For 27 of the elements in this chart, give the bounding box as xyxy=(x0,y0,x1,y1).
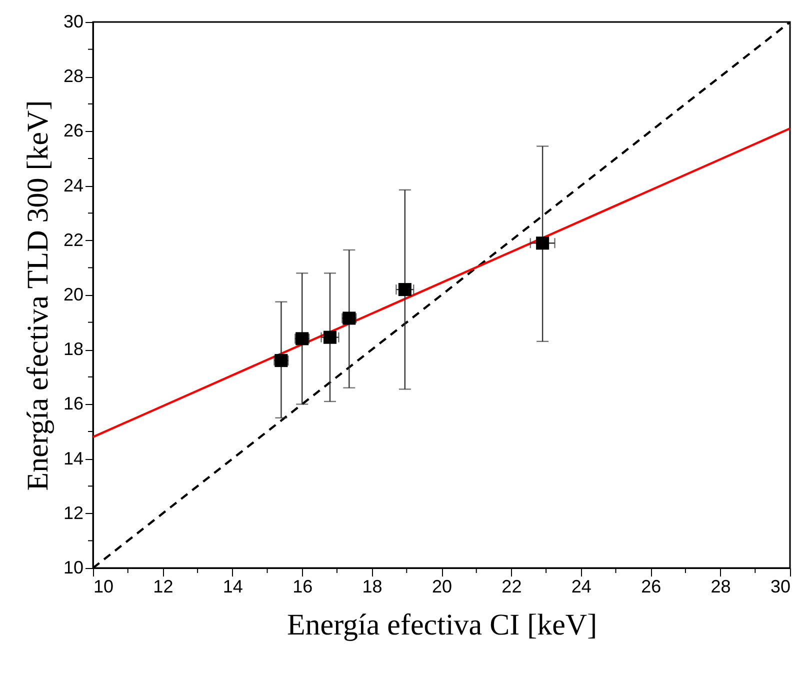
y-tick-label: 10 xyxy=(63,558,84,578)
point xyxy=(398,283,412,296)
y-axis-title: Energía efectiva TLD 300 [keV] xyxy=(21,100,54,491)
point xyxy=(323,330,336,344)
y-tick-label: 24 xyxy=(63,175,84,196)
x-tick-label: 18 xyxy=(362,576,382,596)
x-tick-label: 14 xyxy=(222,576,243,596)
x-tick-label: 10 xyxy=(94,576,114,596)
y-tick-label: 16 xyxy=(63,394,84,414)
x-tick-label: 24 xyxy=(571,576,592,596)
x-tick-label: 12 xyxy=(153,576,174,596)
y-tick-label: 12 xyxy=(63,502,84,523)
x-tick-label: 30 xyxy=(770,576,790,596)
point xyxy=(536,236,550,250)
y-tick-label: 20 xyxy=(63,284,84,304)
y-tick-label: 30 xyxy=(63,12,84,32)
y-tick-label: 28 xyxy=(63,66,84,86)
x-tick-label: 26 xyxy=(641,576,662,596)
x-axis-title: Energía efectiva CI [keV] xyxy=(286,608,598,642)
x-tick-label: 16 xyxy=(292,576,313,596)
x-tick-label: 28 xyxy=(710,576,731,596)
y-tick-label: 14 xyxy=(63,448,84,468)
x-tick-label: 22 xyxy=(502,576,522,596)
y-tick-label: 18 xyxy=(63,339,84,360)
y-tick-label: 22 xyxy=(63,230,84,250)
x-tick-label: 20 xyxy=(432,576,452,596)
y-tick-label: 26 xyxy=(63,120,84,141)
